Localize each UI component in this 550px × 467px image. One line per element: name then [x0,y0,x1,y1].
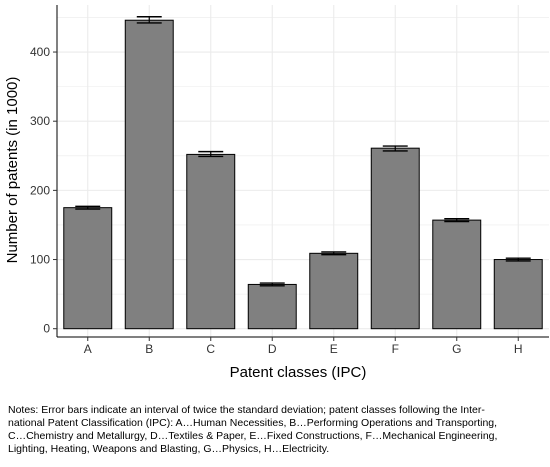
notes: Notes: Error bars indicate an interval o… [8,404,546,456]
bar-d [247,283,297,330]
bar-a [63,207,113,330]
y-tick-label: 0 [43,322,50,336]
notes-line: Lighting, Heating, Weapons and Blasting,… [8,443,330,455]
error-bars [75,16,531,287]
x-tick-label-b: B [145,342,153,356]
x-tick-label-h: H [514,342,523,356]
y-axis-title: Number of patents (in 1000) [4,77,21,264]
tick-labels: 0 100 200 300 400 A B C D E F G H [30,45,523,356]
x-tick-label-f: F [392,342,399,356]
axes [53,5,549,341]
x-tick-label-c: C [206,342,215,356]
x-tick-label-d: D [268,342,277,356]
y-tick-label: 100 [30,253,50,267]
x-axis-title: Patent classes (IPC) [230,364,367,381]
notes-line: C…Chemistry and Metallurgy, D…Textiles &… [8,430,498,442]
y-tick-label: 400 [30,45,50,59]
y-tick-label: 200 [30,183,50,197]
bars [63,19,543,330]
bar-b [124,19,174,330]
x-tick-label-e: E [330,342,338,356]
x-tick-label-g: G [452,342,461,356]
y-tick-label: 300 [30,114,50,128]
bar-h [493,259,543,330]
bar-e [309,252,359,330]
bar-g [432,219,482,330]
bar-chart: 0 100 200 300 400 A B C D E F G H Patent classes (IP… [4,5,549,381]
bar-f [370,147,420,330]
bar-c [186,153,236,330]
x-tick-label-a: A [84,342,92,356]
notes-line: national Patent Classification (IPC): A…… [8,417,498,429]
notes-line: Notes: Error bars indicate an interval o… [8,404,485,416]
